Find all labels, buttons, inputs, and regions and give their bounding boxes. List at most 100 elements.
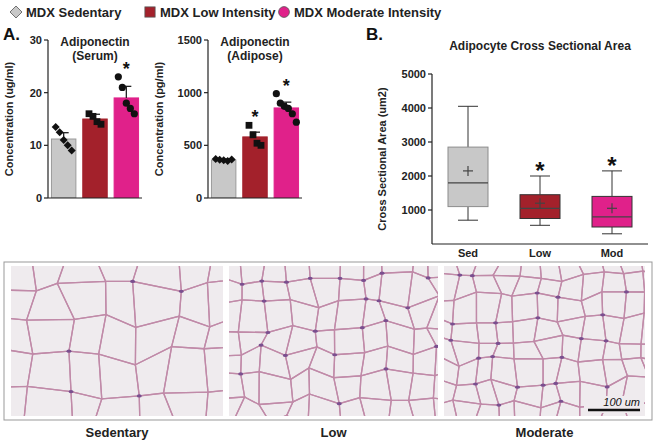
- axis-label: Cross Sectional Area (um2): [376, 87, 388, 231]
- nucleus: [541, 384, 546, 387]
- cell-outline: [308, 394, 341, 416]
- cell-outline: [453, 400, 481, 416]
- tick: [204, 197, 208, 198]
- data-point: [273, 90, 280, 97]
- cell-outline: [558, 274, 584, 300]
- nucleus: [364, 297, 369, 300]
- cell-outline: [496, 322, 514, 344]
- cell-outline: [285, 347, 317, 379]
- bar: [51, 139, 75, 198]
- axis-line: [208, 197, 302, 198]
- axis-line: [48, 197, 142, 198]
- nucleus: [338, 277, 343, 280]
- category-label: Mod: [601, 247, 624, 259]
- cell-outline: [619, 313, 644, 344]
- cell-outline: [512, 276, 541, 296]
- cell-outline: [133, 281, 182, 327]
- cell-outline: [428, 266, 438, 278]
- cell-outline: [284, 415, 320, 416]
- cell-outline: [11, 290, 36, 320]
- cell-outline: [164, 392, 208, 416]
- tick: [204, 39, 208, 40]
- legend-label: MDX Low Intensity: [160, 5, 276, 20]
- nucleus: [66, 350, 71, 353]
- cell-outline: [23, 386, 73, 416]
- data-point: [131, 110, 138, 117]
- cell-outline: [413, 266, 429, 278]
- cell-outline: [444, 400, 459, 416]
- cell-outline: [238, 332, 268, 355]
- bar: [243, 137, 267, 198]
- tick-label: 0: [36, 192, 42, 204]
- significance-mark: *: [607, 152, 617, 179]
- nucleus: [496, 403, 501, 406]
- micrographs: SedentaryLowModerate100 um: [0, 242, 656, 443]
- tick-label: 500: [184, 139, 202, 151]
- axis-line: [432, 243, 648, 244]
- cell-outline: [556, 357, 580, 383]
- scale-bar-bg: [584, 396, 644, 413]
- axis-label: Concentration (pg/ml): [153, 62, 165, 177]
- cell-outline: [264, 300, 293, 333]
- cell-outline: [624, 271, 645, 292]
- cell-outline: [451, 340, 479, 366]
- data-point: [115, 73, 122, 80]
- scale-bar-label: 100 um: [603, 396, 640, 408]
- micrograph: [11, 266, 223, 416]
- whisker: [540, 219, 541, 226]
- cell-outline: [99, 315, 136, 365]
- nucleus: [426, 276, 431, 279]
- tick-label: 4000: [402, 102, 426, 114]
- panel-label: A.: [3, 25, 20, 44]
- nucleus: [265, 331, 270, 334]
- mean-v: [467, 166, 468, 176]
- nucleus: [600, 313, 605, 316]
- micrograph-caption: Low: [321, 425, 348, 440]
- cell-outline: [164, 347, 208, 394]
- data-point: [258, 142, 265, 149]
- legend-marker: [145, 7, 155, 17]
- cell-outline: [362, 321, 387, 353]
- nucleus: [473, 382, 478, 385]
- plot-area: [51, 73, 138, 198]
- cell-outline: [133, 266, 182, 291]
- tick-label: 1000: [178, 87, 202, 99]
- cell-outline: [641, 313, 645, 344]
- cell-outline: [179, 283, 209, 327]
- nucleus: [490, 355, 495, 358]
- tick-label: 1000: [402, 204, 426, 216]
- nucleus: [457, 273, 462, 276]
- cell-outline: [578, 339, 606, 362]
- y-axis: 050010001500Concentration (pg/ml): [153, 34, 302, 204]
- axis-line: [431, 74, 432, 244]
- legend-marker: [10, 6, 22, 18]
- median: [592, 216, 632, 217]
- nucleus: [308, 277, 313, 280]
- cell-outline: [69, 315, 106, 354]
- micrograph: [444, 266, 645, 416]
- micrograph-bg: [444, 266, 645, 416]
- cell-outline: [91, 396, 140, 416]
- nucleus: [137, 394, 142, 397]
- bar-chart: Adiponectin(Adipose)**050010001500Concen…: [153, 34, 302, 204]
- cell-outline: [310, 278, 340, 307]
- nucleus: [448, 339, 453, 342]
- bar: [83, 119, 107, 198]
- cell-outline: [207, 278, 223, 327]
- cell-outline: [57, 266, 105, 283]
- axis-line: [207, 40, 208, 198]
- tick: [44, 197, 48, 198]
- mean-v: [539, 198, 540, 208]
- cell-outline: [476, 323, 498, 344]
- nucleus: [476, 357, 481, 360]
- data-point: [293, 119, 300, 126]
- nucleus: [259, 343, 264, 346]
- nucleus: [493, 321, 498, 324]
- legend-item: MDX Sedentary: [10, 5, 122, 20]
- tick-label: 1500: [178, 34, 202, 46]
- nucleus: [405, 306, 410, 309]
- nucleus: [470, 274, 475, 277]
- nucleus: [240, 283, 245, 286]
- nucleus: [337, 402, 342, 405]
- nucleus: [515, 386, 520, 389]
